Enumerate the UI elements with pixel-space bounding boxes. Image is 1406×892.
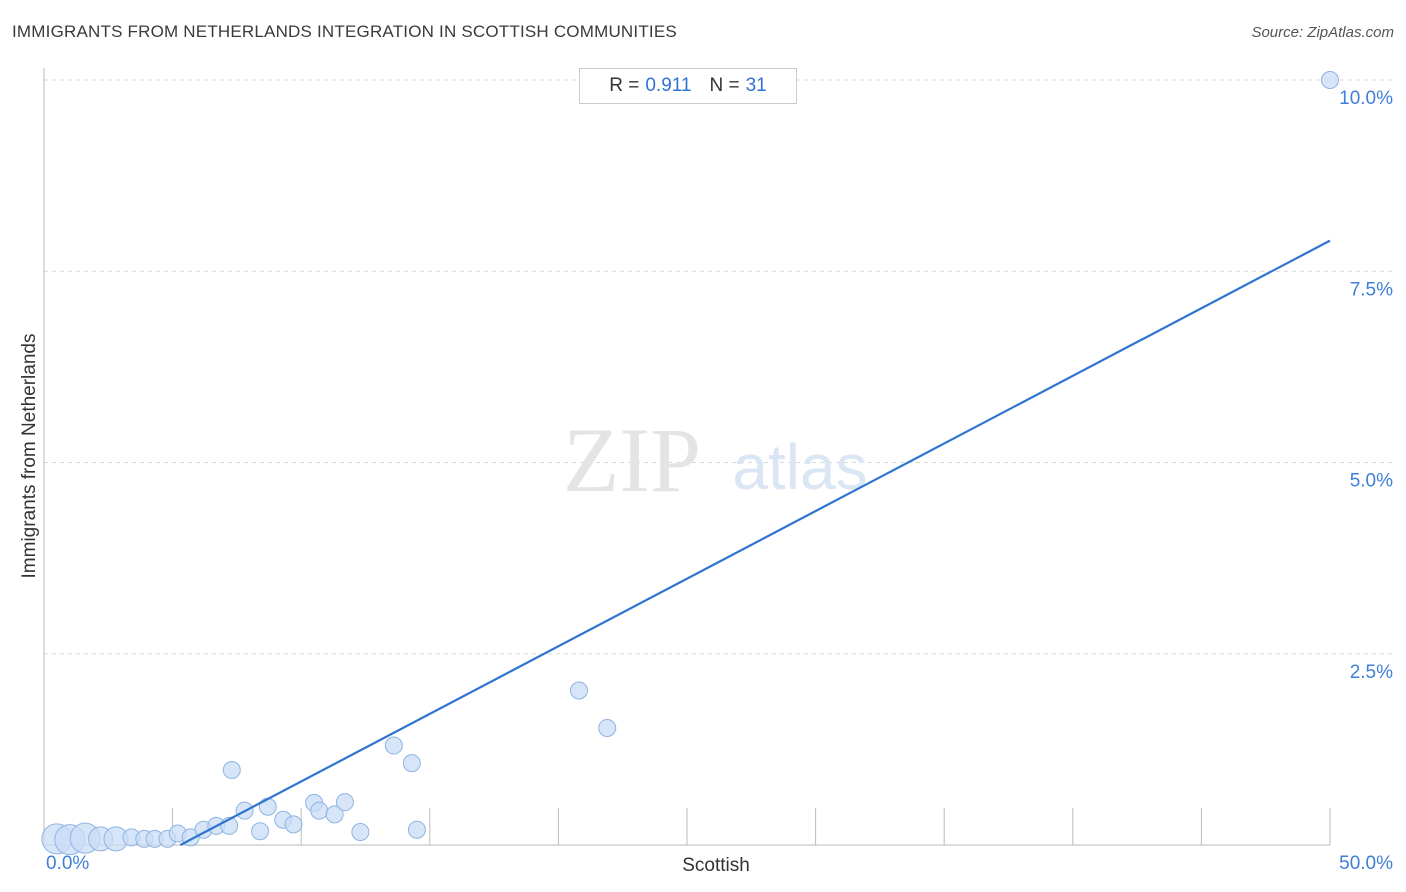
data-point — [598, 718, 617, 737]
x-axis-label: Scottish — [682, 855, 750, 876]
axes: 2.5% 5.0% 7.5% 10.0% 0.0% 50.0% — [43, 68, 1393, 874]
data-point — [402, 754, 421, 773]
data-point — [251, 822, 270, 841]
y-tick-label: 10.0% — [1339, 88, 1393, 109]
r-label: R = — [609, 75, 640, 96]
data-point — [284, 815, 303, 834]
watermark: ZIP atlas — [563, 409, 868, 511]
watermark-atlas: atlas — [732, 431, 867, 503]
data-point — [258, 797, 277, 816]
data-point — [222, 761, 241, 780]
watermark-zip: ZIP — [563, 409, 701, 511]
source-credit: Source: ZipAtlas.com — [1251, 24, 1394, 41]
data-point — [335, 793, 354, 812]
data-point — [407, 820, 426, 839]
data-point — [384, 736, 403, 755]
trendline-group — [179, 239, 1331, 846]
y-tick-label: 7.5% — [1350, 279, 1393, 300]
chart-title: IMMIGRANTS FROM NETHERLANDS INTEGRATION … — [12, 22, 677, 41]
axis-labels: Scottish Immigrants from Netherlands — [19, 334, 750, 876]
y-axis-label: Immigrants from Netherlands — [19, 334, 40, 579]
data-points — [41, 71, 1339, 856]
n-label: N = — [709, 75, 740, 96]
data-point — [1321, 71, 1339, 89]
data-point — [325, 805, 344, 824]
x-tick-label: 50.0% — [1339, 853, 1393, 874]
y-tick-label: 5.0% — [1350, 471, 1393, 492]
data-point — [351, 822, 370, 841]
data-point — [310, 801, 329, 820]
correlation-stats-box: R = 0.911 N = 31 — [579, 68, 797, 104]
gridlines — [44, 79, 1392, 655]
n-value: 31 — [745, 75, 767, 96]
trendline — [179, 239, 1331, 846]
data-point — [569, 681, 588, 700]
y-tick-label: 2.5% — [1350, 662, 1393, 683]
r-value: 0.911 — [645, 75, 692, 96]
x-tick-label: 0.0% — [46, 853, 89, 874]
